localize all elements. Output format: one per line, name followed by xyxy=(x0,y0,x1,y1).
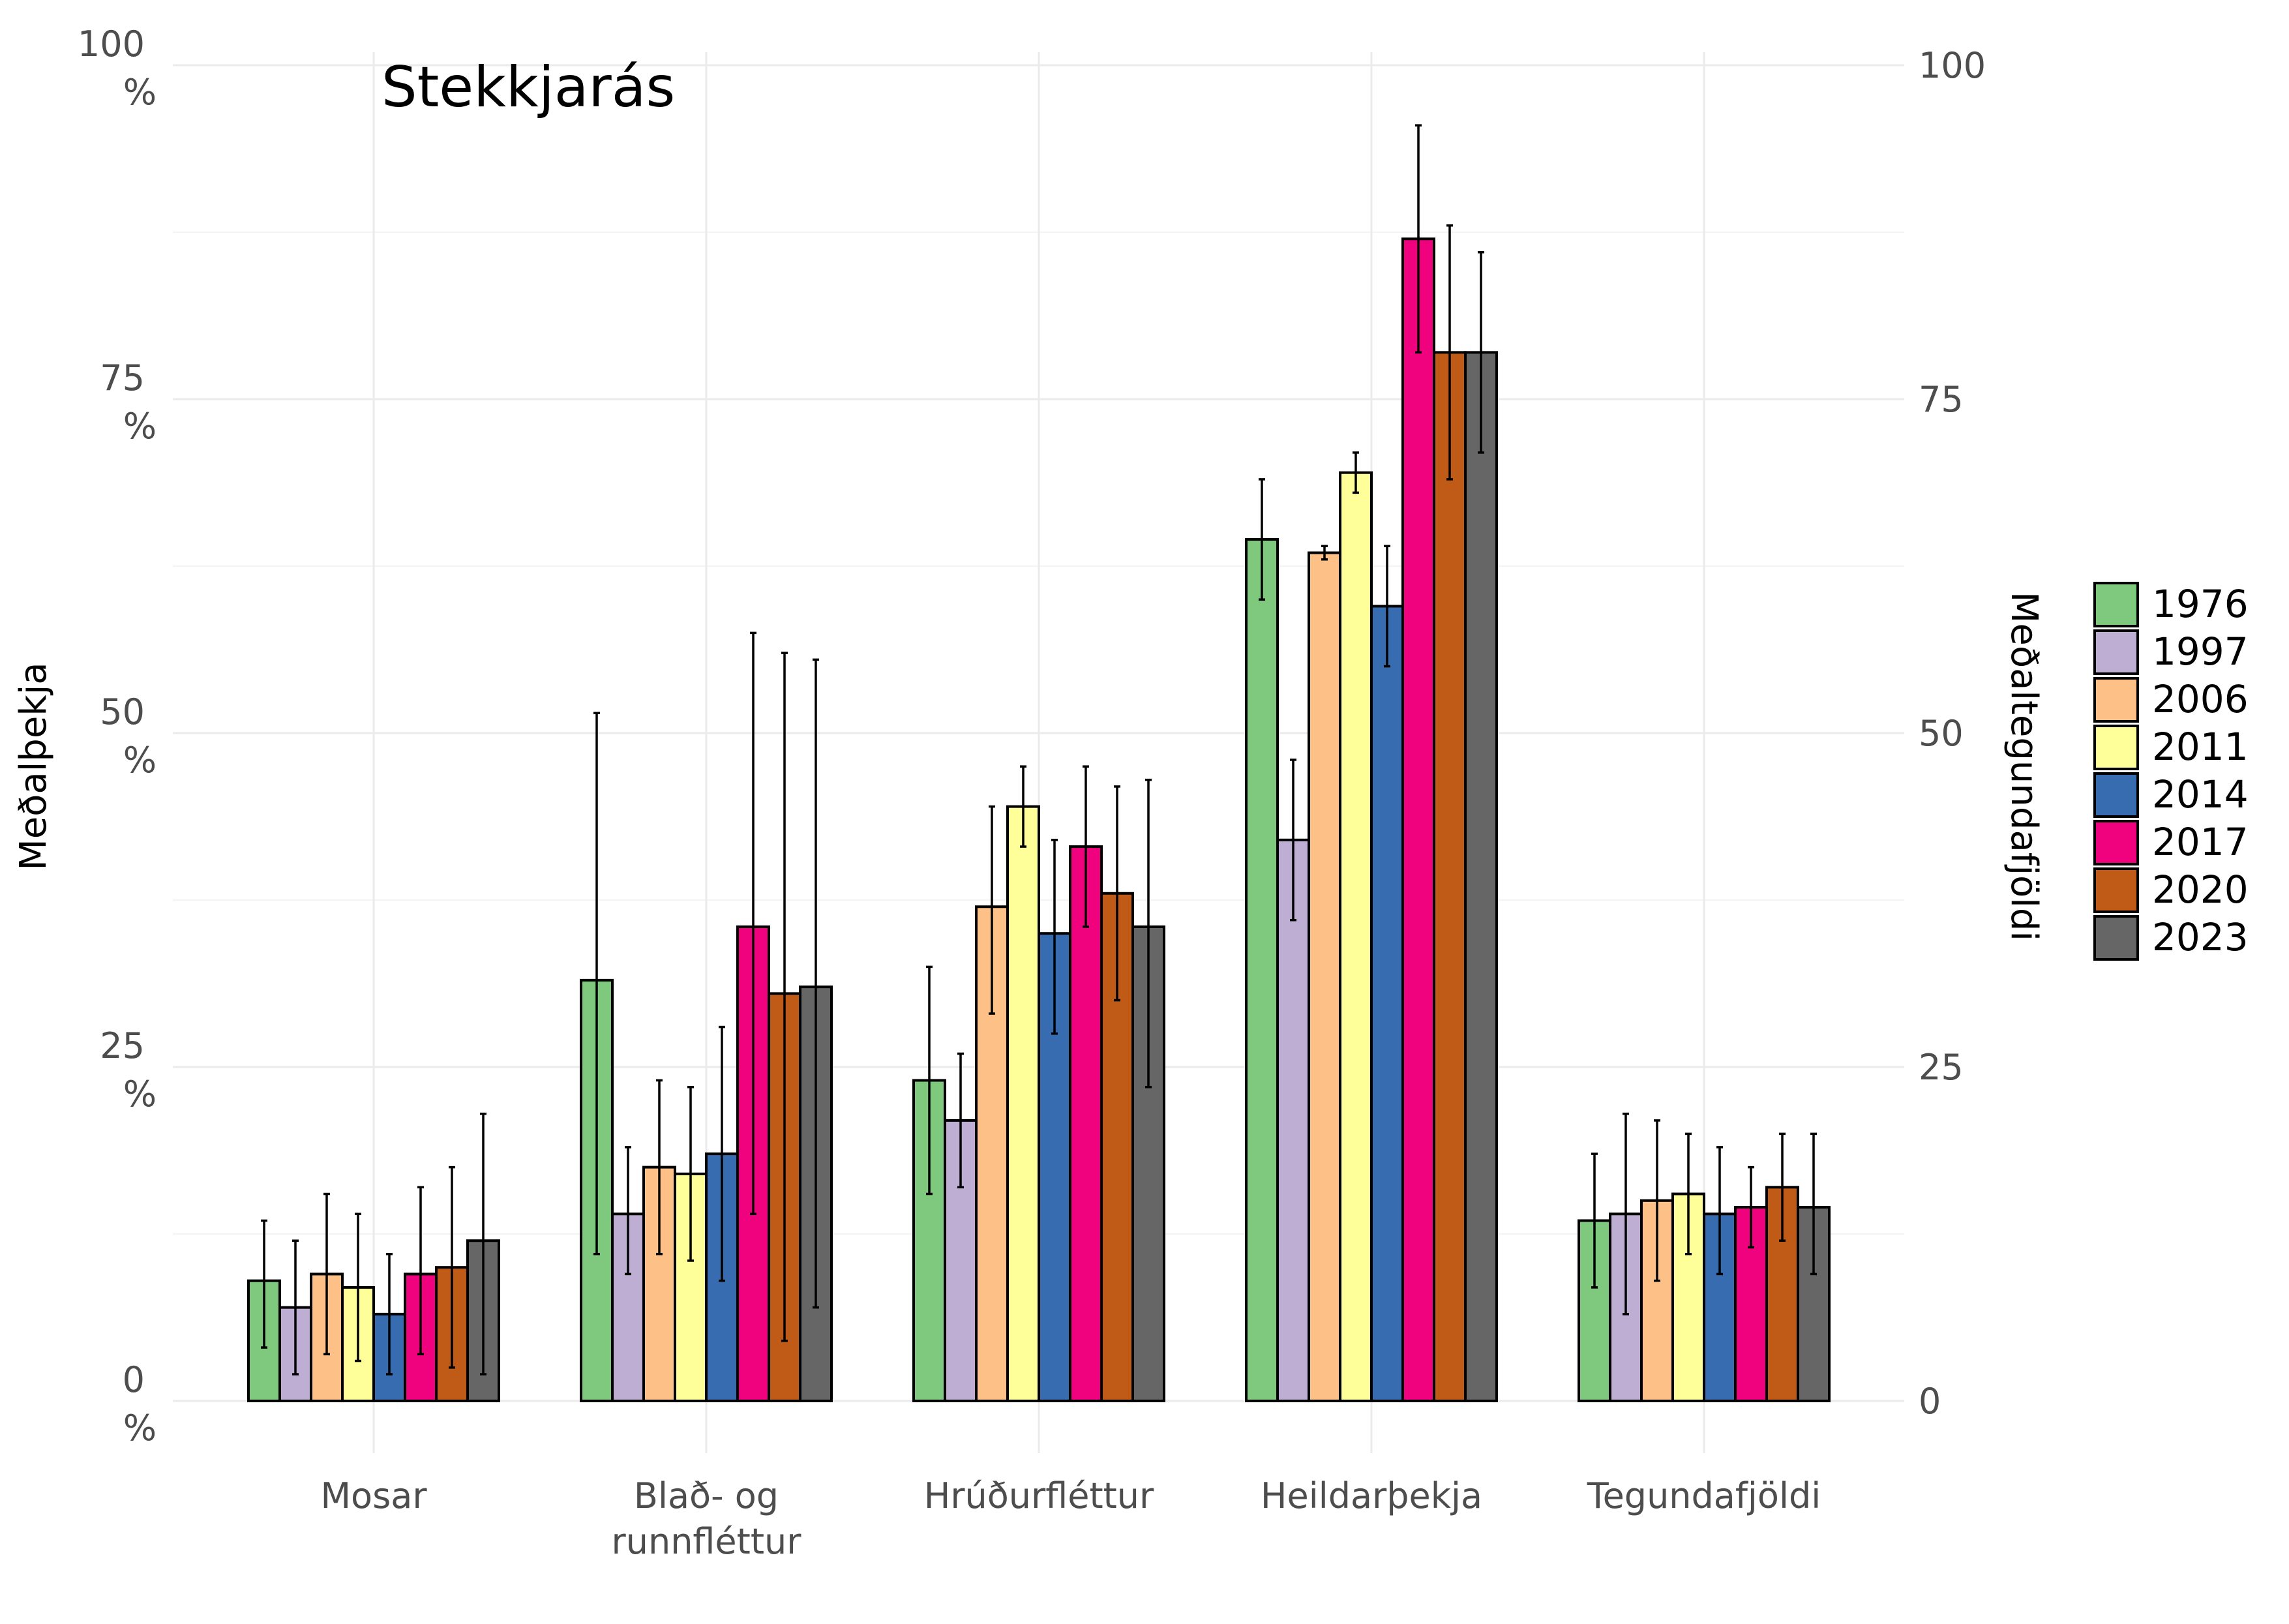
right-y-tick-label: 100 xyxy=(1919,45,1986,86)
right-y-tick-label: 50 xyxy=(1919,713,1964,754)
x-tick-label: Blað- og runnfléttur xyxy=(612,1475,802,1562)
left-y-tick-label: 0% xyxy=(123,1359,157,1449)
bars xyxy=(247,237,1831,1403)
bar-2011-2 xyxy=(1006,805,1040,1402)
right-y-axis-title: Meðaltegundafjöldi xyxy=(2003,592,2045,941)
legend-key-2023 xyxy=(2093,915,2139,961)
legend-key-2006 xyxy=(2093,677,2139,723)
bar-1976-3 xyxy=(1245,538,1279,1402)
bar-2023-3 xyxy=(1464,351,1498,1403)
legend-key-2017 xyxy=(2093,820,2139,865)
left-y-tick-label: 25% xyxy=(100,1025,157,1115)
bar-2017-3 xyxy=(1401,237,1435,1402)
bar-2014-3 xyxy=(1370,605,1404,1403)
right-y-tick-label: 75 xyxy=(1919,379,1964,420)
legend-label-1997: 1997 xyxy=(2152,629,2249,674)
error-bars xyxy=(261,124,1817,1376)
x-axis-ticks: Mosar Blað- og runnfléttur Hrúðurfléttur Hei… xyxy=(320,1475,1821,1562)
legend-label-1976: 1976 xyxy=(2152,582,2249,626)
bar-1997-3 xyxy=(1276,838,1310,1402)
x-tick-label: Heildarþekja xyxy=(1261,1475,1482,1516)
legend-label-2017: 2017 xyxy=(2152,820,2249,864)
left-y-axis-ticks: 0 % 25 % 50 % 75 % 100% xyxy=(78,23,157,1449)
x-tick-label: Mosar xyxy=(320,1475,427,1516)
legend-label-2011: 2011 xyxy=(2152,725,2249,769)
right-y-axis-ticks: 0 25 50 75 100 xyxy=(1919,45,1986,1422)
x-tick-label: Tegundafjöldi xyxy=(1587,1475,1821,1516)
legend-key-1997 xyxy=(2093,629,2139,675)
legend-key-2011 xyxy=(2093,725,2139,770)
legend-label-2014: 2014 xyxy=(2152,772,2249,817)
left-y-tick-label: 75% xyxy=(100,357,157,447)
right-y-tick-label: 25 xyxy=(1919,1047,1964,1088)
legend-key-2014 xyxy=(2093,772,2139,818)
left-y-tick-label: 50% xyxy=(100,691,157,781)
legend-label-2020: 2020 xyxy=(2152,867,2249,912)
bar-2006-3 xyxy=(1308,551,1341,1402)
left-y-axis-title: Meðalþekja xyxy=(12,662,55,870)
bar-2020-3 xyxy=(1433,351,1467,1403)
legend-key-2020 xyxy=(2093,867,2139,913)
left-y-tick-label: 100% xyxy=(78,23,157,113)
bar-2017-2 xyxy=(1069,845,1103,1402)
bar-2011-3 xyxy=(1339,471,1373,1402)
legend-key-1976 xyxy=(2093,582,2139,627)
x-tick-label: Hrúðurfléttur xyxy=(924,1475,1154,1516)
chart-title: Stekkjarás xyxy=(382,55,675,120)
right-y-tick-label: 0 xyxy=(1919,1381,1941,1422)
legend-label-2023: 2023 xyxy=(2152,915,2249,959)
legend-label-2006: 2006 xyxy=(2152,677,2249,721)
